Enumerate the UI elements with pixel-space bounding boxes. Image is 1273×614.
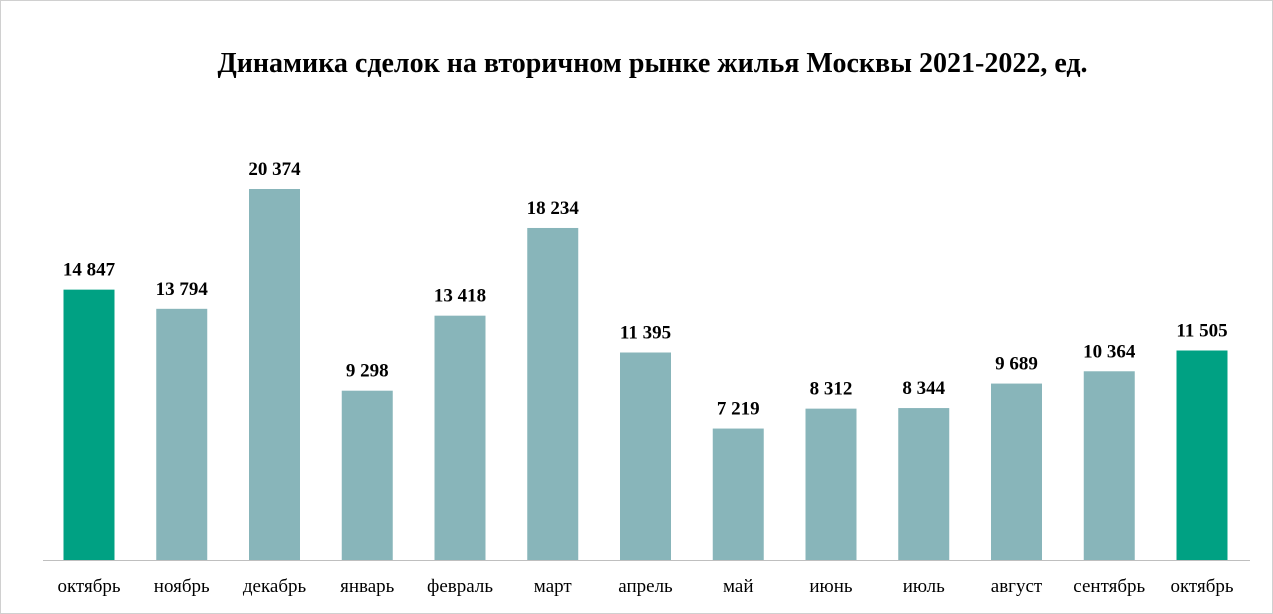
bar-1 [156,308,208,560]
category-label-9: июль [903,576,945,597]
bar-10 [991,383,1042,560]
category-label-10: август [991,576,1043,597]
value-label-8: 8 312 [810,379,853,400]
bar-9 [898,408,950,560]
value-label-5: 18 234 [527,198,580,219]
category-label-5: март [534,576,573,597]
bar-6 [620,352,671,560]
category-label-3: январь [340,576,395,597]
category-label-7: май [723,576,754,597]
category-label-6: апрель [618,576,673,597]
category-label-12: октябрь [1170,576,1233,597]
value-label-0: 14 847 [63,260,116,281]
value-label-4: 13 418 [434,286,486,307]
bar-12 [1176,350,1228,560]
value-label-2: 20 374 [248,159,301,180]
bar-7 [712,428,764,560]
value-label-10: 9 689 [995,354,1038,375]
value-label-11: 10 364 [1083,341,1136,362]
bar-11 [1083,371,1135,560]
bar-4 [434,315,486,560]
value-label-7: 7 219 [717,399,760,420]
bar-0 [63,289,115,560]
category-label-1: ноябрь [154,576,210,597]
bar-8 [805,408,857,560]
chart-title: Динамика сделок на вторичном рынке жилья… [217,48,1088,79]
value-label-3: 9 298 [346,361,389,382]
value-label-9: 8 344 [902,378,945,399]
category-label-8: июнь [809,576,853,597]
bar-2 [249,189,300,560]
value-label-12: 11 505 [1176,321,1227,342]
value-label-6: 11 395 [620,323,671,344]
value-label-1: 13 794 [156,279,209,300]
category-label-0: октябрь [57,576,120,597]
category-label-2: декабрь [243,576,307,597]
category-label-11: сентябрь [1073,576,1145,597]
bar-5 [527,227,579,560]
category-label-4: февраль [427,576,493,597]
bar-3 [341,390,393,560]
